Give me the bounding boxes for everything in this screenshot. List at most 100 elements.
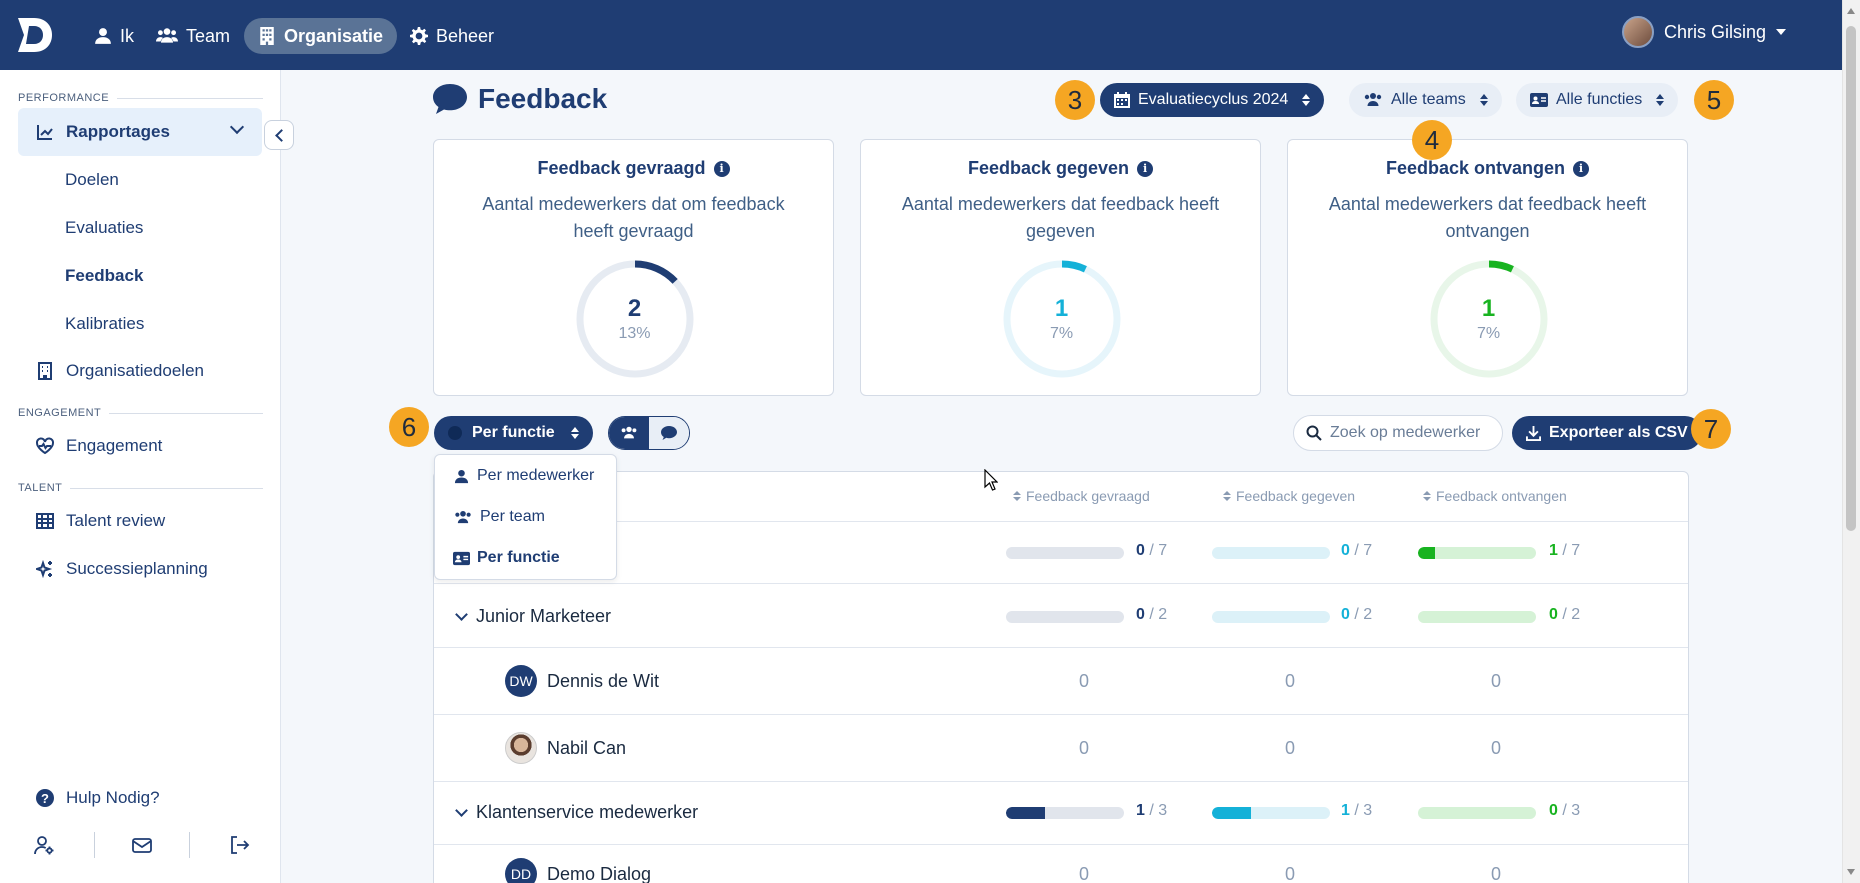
column-header-gegeven[interactable]: Feedback gegeven	[1223, 488, 1355, 504]
progress-text: 0 / 7	[1341, 542, 1373, 559]
chevron-down-icon	[229, 119, 245, 135]
table-row-person[interactable]: Nabil Can 0 0 0	[434, 714, 1688, 781]
view-toggle-users[interactable]	[609, 417, 649, 449]
user-menu[interactable]: Chris Gilsing	[1621, 16, 1786, 48]
info-icon[interactable]: i	[1137, 160, 1154, 177]
scroll-down-arrow-icon[interactable]	[1847, 869, 1855, 875]
info-icon[interactable]: i	[713, 160, 730, 177]
progress-text: 0 / 2	[1549, 606, 1581, 623]
dropdown-item-label: Per medewerker	[477, 467, 595, 484]
sort-icon	[1013, 491, 1021, 501]
sidebar-sub-evaluaties[interactable]: Evaluaties	[65, 218, 144, 237]
mail-icon[interactable]	[127, 830, 157, 860]
users-icon	[455, 510, 471, 523]
table-row-group[interactable]: r 0 / 7 0 / 7 1 / 7	[434, 521, 1688, 583]
chevron-down-icon[interactable]	[455, 803, 468, 817]
calendar-icon	[1114, 92, 1130, 108]
card-title: Feedback gevraagd	[537, 158, 706, 178]
mouse-cursor-icon	[984, 469, 998, 491]
sidebar-item-successieplanning[interactable]: Successieplanning	[18, 545, 262, 593]
row-label: Klantenservice medewerker	[476, 802, 699, 822]
id-card-icon	[1530, 93, 1548, 107]
row-label: Junior Marketeer	[476, 606, 612, 626]
teams-select[interactable]: Alle teams	[1349, 83, 1502, 117]
caret-down-icon	[1776, 29, 1786, 35]
table-row-person[interactable]: DD Demo Dialog 0 0 0	[434, 844, 1688, 883]
dropdown-item-per-functie[interactable]: Per functie	[453, 549, 560, 567]
dropdown-item-per-medewerker[interactable]: Per medewerker	[453, 467, 594, 485]
view-toggle	[608, 416, 690, 450]
collapse-sidebar-button[interactable]	[264, 120, 294, 150]
functions-select[interactable]: Alle functies	[1516, 83, 1679, 117]
info-icon[interactable]: i	[1573, 160, 1590, 177]
cell-value: 0	[1285, 738, 1296, 758]
column-header-label: Feedback ontvangen	[1436, 488, 1567, 504]
gear-icon	[410, 27, 428, 45]
nav-item-organisatie[interactable]: Organisatie	[244, 18, 398, 54]
dropdown-item-per-team[interactable]: Per team	[453, 508, 545, 526]
sidebar-sub-doelen[interactable]: Doelen	[65, 170, 119, 189]
scrollbar-thumb[interactable]	[1846, 26, 1856, 531]
scroll-up-arrow-icon[interactable]	[1847, 8, 1855, 14]
users-icon	[1364, 93, 1382, 106]
cell-value: 0	[1491, 864, 1502, 883]
row-label-wrap: DW Dennis de Wit	[505, 665, 659, 697]
progress-bar	[1212, 807, 1330, 819]
sidebar-sub-feedback[interactable]: Feedback	[65, 266, 144, 285]
page-scrollbar[interactable]	[1842, 0, 1860, 883]
sidebar-item-rapportages[interactable]: Rapportages	[18, 108, 262, 156]
export-csv-button[interactable]: Exporteer als CSV	[1512, 416, 1702, 450]
column-header-ontvangen[interactable]: Feedback ontvangen	[1423, 488, 1567, 504]
card-title: Feedback gegeven	[967, 158, 1130, 178]
cell-value: 0	[1285, 671, 1296, 691]
progress-bar	[1212, 547, 1330, 559]
sidebar-item-organisatiedoelen[interactable]: Organisatiedoelen	[18, 347, 262, 395]
avatar: DD	[505, 858, 537, 883]
nav-item-ik[interactable]: Ik	[80, 18, 148, 54]
users-icon	[621, 426, 637, 439]
table-row-group[interactable]: Junior Marketeer 0 / 2 0 / 2 0 / 2	[434, 583, 1688, 647]
export-label: Exporteer als CSV	[1549, 424, 1688, 441]
dialog-logo[interactable]	[14, 14, 54, 56]
sidebar-item-engagement[interactable]: Engagement	[18, 422, 262, 470]
sidebar-sub-kalibraties[interactable]: Kalibraties	[65, 314, 145, 333]
nav-item-label: Beheer	[436, 25, 495, 46]
table-row-person[interactable]: DW Dennis de Wit 0 0 0	[434, 647, 1688, 714]
card-title: Feedback ontvangen	[1385, 158, 1566, 178]
progress-bar	[1006, 547, 1124, 559]
nav-item-beheer[interactable]: Beheer	[396, 18, 508, 54]
card-value: 1	[1054, 295, 1069, 322]
nav-item-team[interactable]: Team	[142, 18, 244, 54]
row-label-wrap: Junior Marketeer	[455, 606, 612, 627]
progress-text: 0 / 2	[1136, 606, 1168, 623]
progress-ring	[576, 260, 694, 378]
card-value: 1	[1481, 295, 1496, 322]
progress-bar	[1418, 807, 1536, 819]
column-header-gevraagd[interactable]: Feedback gevraagd	[1013, 488, 1150, 504]
sort-icon	[1423, 491, 1431, 501]
group-by-select[interactable]: Per functie	[434, 416, 593, 450]
speech-bubble-icon	[433, 84, 467, 114]
help-link[interactable]: ? Hulp Nodig?	[36, 788, 160, 808]
user-settings-icon[interactable]	[29, 830, 59, 860]
table-row-group[interactable]: Klantenservice medewerker 1 / 3 1 / 3 0 …	[434, 781, 1688, 844]
cell-value: 0	[1491, 671, 1502, 691]
annotation-badge-5: 5	[1694, 80, 1734, 120]
logout-icon[interactable]	[224, 830, 254, 860]
row-label-wrap: Nabil Can	[505, 732, 626, 764]
progress-bar	[1212, 611, 1330, 623]
section-label-talent: TALENT	[18, 482, 263, 494]
chevron-down-icon[interactable]	[455, 607, 468, 621]
view-toggle-feedback[interactable]	[649, 417, 689, 449]
stat-card-feedback-gegeven: Feedback gegeven i Aantal medewerkers dat…	[860, 139, 1261, 396]
nav-item-label: Team	[186, 25, 231, 46]
sidebar-item-talent-review[interactable]: Talent review	[18, 497, 262, 545]
card-percentage: 13%	[618, 325, 651, 342]
id-card-icon	[448, 426, 462, 440]
evaluation-cycle-select[interactable]: Evaluatiecyclus 2024	[1100, 83, 1325, 117]
search-input[interactable]	[1330, 424, 1480, 442]
column-header-label: Feedback gegeven	[1236, 488, 1356, 504]
group-by-dropdown-menu: Per medewerker Per team Per functie	[434, 454, 617, 580]
divider	[94, 832, 95, 858]
sort-updown-icon	[570, 427, 579, 439]
